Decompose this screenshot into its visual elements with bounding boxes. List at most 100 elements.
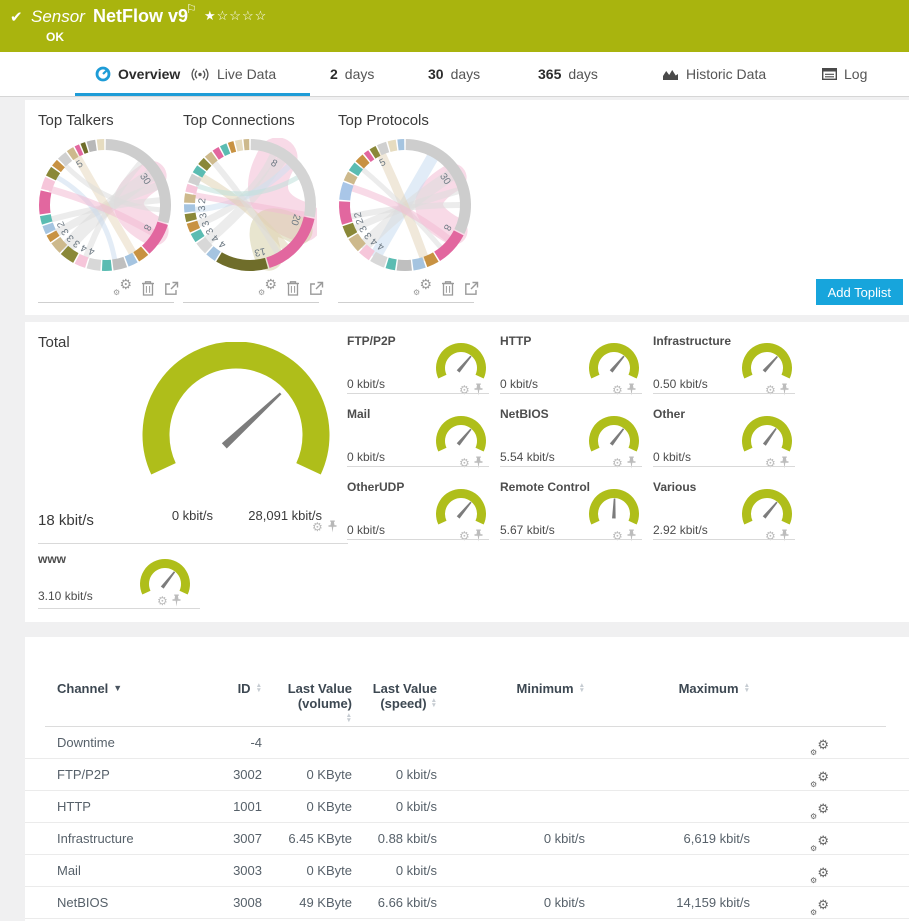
gear-icon[interactable]: ⚙	[312, 519, 323, 534]
gear-icon[interactable]: ⚙	[765, 528, 776, 543]
tab-historic-data[interactable]: Historic Data	[662, 52, 766, 96]
trash-icon[interactable]	[141, 280, 155, 296]
sort-icon[interactable]: ▲ ▼	[255, 682, 262, 694]
gauge-actions: ⚙	[765, 529, 790, 542]
tab-30-days[interactable]: 30 days	[428, 52, 480, 96]
table-row-http[interactable]: HTTP 1001 0 KByte 0 kbit/s ⚙ ⚙	[25, 791, 909, 823]
table-row-ftp-p2p[interactable]: FTP/P2P 3002 0 KByte 0 kbit/s ⚙ ⚙	[25, 759, 909, 791]
table-row-downtime[interactable]: Downtime -4 ⚙ ⚙	[25, 727, 909, 759]
svg-text:3: 3	[204, 225, 216, 236]
gauge-value: 5.54 kbit/s	[500, 450, 555, 464]
settings-icon[interactable]: ⚙ ⚙	[810, 833, 829, 853]
gear-icon[interactable]: ⚙	[612, 382, 623, 397]
sort-desc-icon[interactable]: ▼	[113, 683, 123, 693]
cell-id: -4	[250, 735, 262, 750]
settings-icon[interactable]: ⚙ ⚙	[810, 737, 829, 757]
pin-icon[interactable]	[626, 383, 637, 396]
gear-icon[interactable]: ⚙	[459, 528, 470, 543]
tab-365-days[interactable]: 365 days	[538, 52, 598, 96]
open-icon[interactable]	[309, 281, 324, 296]
divider	[653, 466, 795, 467]
settings-icon[interactable]: ⚙ ⚙	[810, 865, 829, 885]
total-gauge-value: 18 kbit/s	[38, 512, 94, 529]
gauge-actions: ⚙	[612, 383, 637, 396]
gear-icon[interactable]: ⚙	[612, 528, 623, 543]
gear-icon[interactable]: ⚙	[459, 382, 470, 397]
svg-text:8: 8	[441, 222, 454, 232]
divider	[653, 393, 795, 394]
open-icon[interactable]	[464, 281, 479, 296]
pin-icon[interactable]	[626, 529, 637, 542]
gauge-label: Various	[653, 480, 697, 494]
gauge	[589, 489, 639, 525]
gauge	[589, 343, 639, 379]
gauge-value: 0 kbit/s	[653, 450, 692, 464]
rating-stars[interactable]: ★☆☆☆☆	[204, 8, 268, 23]
settings-icon[interactable]: ⚙ ⚙	[113, 276, 132, 297]
settings-icon[interactable]: ⚙ ⚙	[810, 769, 829, 789]
table-row-infrastructure[interactable]: Infrastructure 3007 6.45 KByte 0.88 kbit/s 0…	[25, 823, 909, 855]
cell-channel: NetBIOS	[57, 895, 109, 910]
settings-icon[interactable]: ⚙ ⚙	[810, 801, 829, 821]
table-row-mail[interactable]: Mail 3003 0 KByte 0 kbit/s ⚙ ⚙	[25, 855, 909, 887]
settings-icon[interactable]: ⚙ ⚙	[810, 897, 829, 917]
gauge	[589, 416, 639, 452]
column-header-channel[interactable]: Channel ▼	[57, 681, 122, 696]
sort-icon[interactable]: ▲ ▼	[578, 682, 585, 694]
gear-icon[interactable]: ⚙	[612, 455, 623, 470]
cell-volume: 49 KByte	[299, 895, 352, 910]
gauge-actions: ⚙	[765, 456, 790, 469]
pin-icon[interactable]	[171, 594, 182, 607]
gear-icon[interactable]: ⚙	[765, 455, 776, 470]
sort-icon[interactable]: ▲ ▼	[430, 697, 437, 709]
gear-icon[interactable]: ⚙	[459, 455, 470, 470]
svg-text:4: 4	[368, 235, 380, 247]
sort-icon[interactable]: ▲ ▼	[345, 712, 352, 724]
gauge-value: 5.67 kbit/s	[500, 523, 555, 537]
tab-number: 30	[428, 66, 444, 82]
pin-icon[interactable]	[779, 529, 790, 542]
svg-text:3: 3	[200, 218, 212, 228]
pin-icon[interactable]	[626, 456, 637, 469]
gear-icon[interactable]: ⚙	[765, 382, 776, 397]
pin-icon[interactable]	[473, 383, 484, 396]
column-header-max[interactable]: Maximum ▲ ▼	[679, 681, 750, 696]
tab-2-days[interactable]: 2 days	[330, 52, 374, 96]
gauge	[140, 559, 190, 595]
svg-text:8: 8	[141, 222, 154, 232]
pin-icon[interactable]	[473, 529, 484, 542]
pin-icon[interactable]	[473, 456, 484, 469]
sort-icon[interactable]: ▲ ▼	[743, 682, 750, 694]
divider	[347, 393, 489, 394]
tab-live-data[interactable]: Live Data	[190, 52, 276, 96]
gear-icon[interactable]: ⚙	[157, 593, 168, 608]
column-header-volume[interactable]: Last Value (volume) ▲ ▼	[288, 681, 352, 724]
pin-icon[interactable]	[327, 520, 338, 533]
cell-speed: 0 kbit/s	[395, 767, 437, 782]
settings-icon[interactable]: ⚙ ⚙	[413, 276, 432, 297]
flag-icon[interactable]: ⚐	[186, 2, 197, 16]
gauge-icon	[95, 66, 111, 82]
pin-icon[interactable]	[779, 383, 790, 396]
log-icon	[822, 68, 837, 80]
sensor-title: NetFlow v9	[93, 6, 189, 26]
open-icon[interactable]	[164, 281, 179, 296]
gauge-label: Remote Control	[500, 480, 590, 494]
gauge-label: Mail	[347, 407, 371, 421]
table-header-divider	[45, 726, 886, 727]
column-header-min[interactable]: Minimum ▲ ▼	[517, 681, 586, 696]
trash-icon[interactable]	[441, 280, 455, 296]
pin-icon[interactable]	[779, 456, 790, 469]
column-header-id[interactable]: ID ▲ ▼	[238, 681, 262, 696]
cell-speed: 0 kbit/s	[395, 799, 437, 814]
trash-icon[interactable]	[286, 280, 300, 296]
tab-overview[interactable]: Overview	[95, 52, 180, 96]
settings-icon[interactable]: ⚙ ⚙	[258, 276, 277, 297]
tab-log[interactable]: Log	[822, 52, 867, 96]
column-header-speed[interactable]: Last Value (speed) ▲ ▼	[373, 681, 437, 711]
table-row-netbios[interactable]: NetBIOS 3008 49 KByte 6.66 kbit/s 0 kbit/s 14…	[25, 887, 909, 919]
add-toplist-button[interactable]: Add Toplist	[815, 279, 903, 305]
